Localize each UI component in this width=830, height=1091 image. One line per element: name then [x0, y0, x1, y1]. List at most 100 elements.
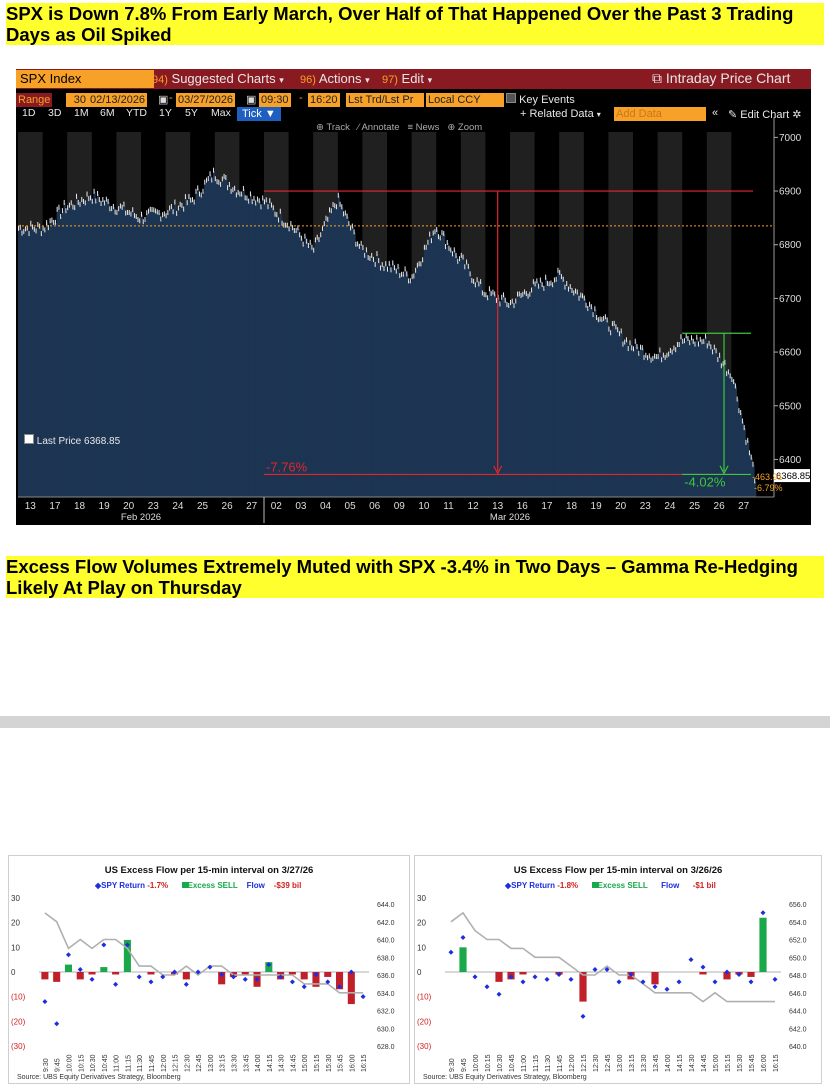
price-tick-mark [401, 271, 403, 277]
price-column [132, 210, 135, 497]
price-tick-mark [374, 261, 376, 267]
key-events-toggle[interactable]: Key Events [506, 93, 575, 106]
edit-menu[interactable]: 97) Edit ▾ [382, 71, 432, 86]
x-tick-label: 11:15 [125, 1055, 132, 1072]
x-tick-label: 18 [566, 501, 578, 512]
price-column [35, 231, 38, 497]
zoom-tool[interactable]: ⊕ Zoom [447, 122, 483, 133]
return-point [748, 979, 754, 985]
suggested-charts-menu[interactable]: 94) Suggested Charts ▾ [152, 71, 284, 86]
related-data-button[interactable]: + Related Data ▾ [520, 108, 601, 120]
x-tick-label: 12:15 [173, 1054, 180, 1072]
price-tick-mark [406, 271, 408, 277]
price-tick-mark [597, 317, 599, 323]
news-tool[interactable]: ≡ News [407, 122, 440, 133]
price-column [249, 194, 252, 497]
price-column [221, 179, 224, 498]
date-from-field[interactable]: 02/13/2026 [88, 93, 148, 107]
price-column [387, 269, 390, 497]
price-tick-mark [397, 263, 399, 269]
annotate-tool[interactable]: ⁄ Annotate [357, 122, 400, 133]
price-column [292, 228, 295, 497]
price-tick-mark [109, 206, 111, 212]
track-tool[interactable]: ⊕ Track [316, 122, 350, 133]
price-tick-mark [206, 177, 208, 183]
y-left-tick-label: (20) [417, 1017, 432, 1026]
trade-type-field[interactable]: Lst Trd/Lst Pr [346, 93, 424, 107]
price-column [83, 201, 86, 497]
x-tick-label: 15:00 [713, 1054, 720, 1072]
collapse-icon[interactable]: « [712, 107, 719, 119]
x-tick-label: 04 [320, 501, 332, 512]
arrow-head-icon [493, 465, 503, 475]
x-tick-label: 12:30 [184, 1054, 191, 1072]
price-tick-mark [125, 210, 127, 216]
edit-chart-button[interactable]: ✎ Edit Chart ✲ [728, 108, 801, 121]
price-column [155, 211, 158, 498]
price-column [669, 350, 672, 497]
calendar-icon[interactable]: ▣ [246, 94, 257, 106]
arrow-head-icon [719, 465, 729, 475]
return-point [301, 984, 307, 990]
tick-dropdown[interactable]: Tick ▼ [237, 107, 281, 121]
price-tick-mark [680, 334, 682, 340]
y-right-tick-label: 638.0 [377, 955, 395, 962]
price-tick-mark [733, 379, 735, 385]
price-column [95, 201, 98, 497]
price-tick-mark [434, 229, 436, 235]
price-tick-mark [169, 205, 171, 211]
period-button-5y[interactable]: 5Y [185, 107, 198, 119]
price-column [510, 303, 513, 497]
price-tick-mark [227, 185, 229, 191]
period-button-max[interactable]: Max [211, 107, 231, 119]
price-tick-mark [487, 295, 489, 301]
price-chart-plot[interactable]: -7.76% -4.02% 6400 6500 6600 6700 6800 6900 7000… [16, 69, 811, 525]
price-tick-mark [478, 281, 480, 287]
price-tick-mark [218, 179, 220, 185]
price-column [520, 295, 523, 497]
price-tick-mark [729, 373, 731, 379]
calendar-icon[interactable]: ▣ [158, 94, 169, 106]
date-to-field[interactable]: 03/27/2026 [176, 93, 236, 107]
price-column [446, 243, 449, 497]
legend-flow-word: Flow [246, 881, 265, 890]
period-button-1m[interactable]: 1M [74, 107, 89, 119]
period-button-3d[interactable]: 3D [48, 107, 62, 119]
period-button-1d[interactable]: 1D [22, 107, 36, 119]
time-to-field[interactable]: 16:20 [308, 93, 340, 107]
price-column [51, 220, 54, 497]
return-point [337, 984, 343, 990]
intraday-title[interactable]: ⧉ Intraday Price Chart [652, 70, 790, 87]
price-column [223, 176, 226, 497]
price-tick-mark [30, 220, 32, 226]
price-tick-mark [355, 241, 357, 247]
price-tick-mark [307, 242, 309, 248]
price-column [135, 217, 138, 497]
price-column [40, 234, 43, 497]
price-column [325, 218, 328, 498]
period-button-6m[interactable]: 6M [100, 107, 115, 119]
price-column [376, 254, 379, 497]
price-tick-mark [332, 201, 334, 207]
price-tick-mark [715, 348, 717, 354]
security-field[interactable]: SPX Index [16, 70, 154, 88]
range-days-field[interactable]: 30 [66, 93, 88, 107]
period-button-ytd[interactable]: YTD [126, 107, 147, 119]
x-tick-label: 24 [172, 501, 184, 512]
actions-menu[interactable]: 96) Actions ▾ [300, 71, 370, 86]
price-tick-mark [60, 213, 62, 219]
price-tick-mark [545, 274, 547, 280]
time-from-field[interactable]: 09:30 [259, 93, 291, 107]
currency-field[interactable]: Local CCY [426, 93, 504, 107]
price-tick-mark [640, 344, 642, 350]
period-button-1y[interactable]: 1Y [159, 107, 172, 119]
price-column [133, 216, 137, 497]
price-tick-mark [641, 345, 643, 351]
price-tick-mark [53, 219, 55, 225]
price-column [439, 238, 442, 498]
price-tick-mark [132, 207, 134, 213]
price-tick-mark [705, 333, 707, 339]
price-tick-mark [83, 198, 85, 204]
price-tick-mark [622, 341, 624, 347]
add-data-input[interactable]: Add Data [614, 107, 706, 121]
